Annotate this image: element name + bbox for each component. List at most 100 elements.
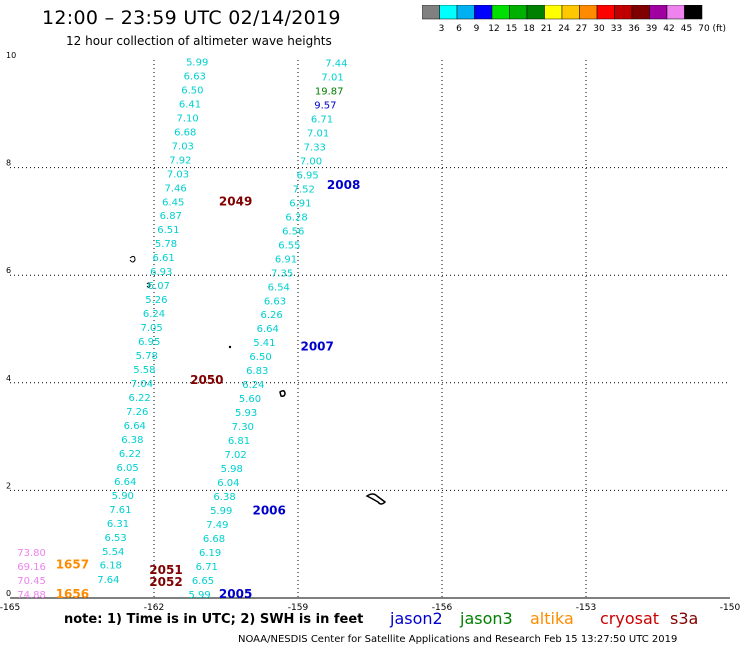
wave-height-label: 7.00 [300, 156, 322, 167]
wave-height-label: 6.24 [143, 309, 165, 320]
wave-height-label: 6.95 [138, 337, 160, 348]
wave-height-label: 7.33 [304, 142, 326, 153]
y-tick-label: 0 [6, 589, 11, 598]
scale-tick: 27 [576, 24, 587, 34]
wave-height-label: 6.50 [249, 352, 271, 363]
wave-height-label: 6.91 [275, 254, 297, 265]
scale-unit: (ft) [712, 24, 726, 34]
wave-height-label: 6.38 [121, 435, 143, 446]
pass-time-label: 2052 [149, 575, 182, 589]
wave-height-label: 73.80 [17, 548, 46, 559]
footer-credit: NOAA/NESDIS Center for Satellite Applica… [238, 634, 678, 645]
scale-tick: 39 [646, 24, 658, 34]
wave-height-label: 7.05 [140, 323, 162, 334]
wave-height-label: 5.99 [186, 57, 208, 68]
scale-tick: 45 [681, 24, 692, 34]
wave-height-label: 6.53 [104, 533, 126, 544]
scale-tick: 6 [456, 24, 462, 34]
wave-height-label: 6.63 [264, 296, 286, 307]
legend-jason2: jason2 [390, 609, 443, 628]
wave-height-label: 7.30 [232, 422, 254, 433]
scale-tick: 42 [663, 24, 674, 34]
wave-height-label: 70.45 [17, 576, 46, 587]
wave-height-label: 5.99 [188, 590, 210, 601]
x-tick-label: -150 [720, 603, 740, 613]
page-subtitle: 12 hour collection of altimeter wave hei… [66, 34, 332, 48]
wave-height-label: 6.41 [179, 99, 201, 110]
wave-height-label: 6.50 [181, 85, 203, 96]
x-tick-label: -162 [144, 603, 164, 613]
wave-height-label: 7.01 [321, 72, 343, 83]
wave-height-label: 6.54 [268, 282, 290, 293]
wave-height-label: 5.26 [145, 295, 167, 306]
wave-height-label: 6.22 [128, 393, 150, 404]
wave-height-label: 7.01 [307, 128, 329, 139]
wave-height-label: 5.98 [221, 464, 243, 475]
scale-tick: 18 [523, 24, 535, 34]
wave-height-label: 7.64 [97, 575, 119, 586]
wave-height-label: 6.05 [116, 463, 138, 474]
wave-height-label: 5.78 [155, 239, 177, 250]
scale-tick: 15 [506, 24, 517, 34]
color-scale: 3 6 9 12 15 18 21 24 27 30 33 36 39 42 45 70 (ft) [422, 5, 726, 34]
scale-tick: 12 [488, 24, 499, 34]
wave-height-label: 6.64 [257, 324, 279, 335]
y-tick-label: 8 [6, 159, 11, 168]
island-shape [279, 389, 286, 397]
wave-height-label: 7.02 [224, 450, 246, 461]
wave-height-label: 6.51 [157, 225, 179, 236]
wave-height-label: 5.54 [102, 547, 124, 558]
wave-height-label: 6.87 [160, 211, 182, 222]
wave-height-label: 7.04 [131, 379, 153, 390]
island-shape [129, 255, 136, 263]
wave-height-label: 6.68 [203, 534, 225, 545]
wave-height-label: 6.24 [242, 380, 264, 391]
wave-height-label: 5.78 [136, 351, 158, 362]
wave-height-label: 7.61 [109, 505, 131, 516]
wave-height-label: 5.41 [253, 338, 275, 349]
wave-height-label: 6.83 [246, 366, 268, 377]
x-tick-label: -153 [576, 603, 596, 613]
wave-height-label: 6.64 [114, 477, 136, 488]
legend-cryosat: cryosat [600, 609, 660, 628]
pass-time-label: 2005 [219, 587, 252, 601]
wave-height-label: 6.65 [192, 576, 214, 587]
wave-height-label: 6.55 [278, 240, 300, 251]
wave-height-label: 7.35 [271, 268, 293, 279]
pass-time-label: 1656 [56, 587, 89, 601]
island-shape [146, 282, 151, 288]
pass-time-label: 2049 [219, 194, 252, 208]
wave-height-label: 5.60 [239, 394, 261, 405]
scale-tick: 24 [558, 24, 570, 34]
wave-height-label: 7.49 [206, 520, 228, 531]
wave-height-label: 69.16 [17, 562, 46, 573]
wave-height-label: 7.26 [126, 407, 148, 418]
wave-height-label: 6.22 [119, 449, 141, 460]
scale-tick: 36 [628, 24, 640, 34]
scale-tick: 9 [474, 24, 480, 34]
wave-height-label: 6.26 [260, 310, 282, 321]
wave-height-label: 7.10 [176, 113, 198, 124]
y-tick-label: 6 [6, 266, 11, 275]
wave-height-label: 7.03 [167, 169, 189, 180]
wave-height-label: 5.58 [133, 365, 155, 376]
wave-height-label: 5.99 [210, 506, 232, 517]
wave-height-label: 6.91 [289, 198, 311, 209]
wave-height-label: 7.92 [169, 155, 191, 166]
scale-tick: 3 [439, 24, 445, 34]
legend-altika: altika [530, 609, 574, 628]
wave-height-label: 6.95 [296, 170, 318, 181]
y-tick-label: 10 [6, 51, 16, 60]
wave-height-label: 6.71 [311, 114, 333, 125]
x-tick-label: -159 [288, 603, 309, 613]
y-tick-label: 4 [6, 374, 11, 383]
wave-height-label: 5.90 [112, 491, 134, 502]
wave-height-label: 6.71 [196, 562, 218, 573]
island-shape [228, 345, 232, 349]
scale-tick: 21 [541, 24, 552, 34]
pass-time-label: 2050 [190, 373, 223, 387]
wave-height-label: 19.87 [315, 86, 344, 97]
y-tick-label: 2 [6, 481, 11, 490]
page-title: 12:00 – 23:59 UTC 02/14/2019 [42, 7, 341, 29]
